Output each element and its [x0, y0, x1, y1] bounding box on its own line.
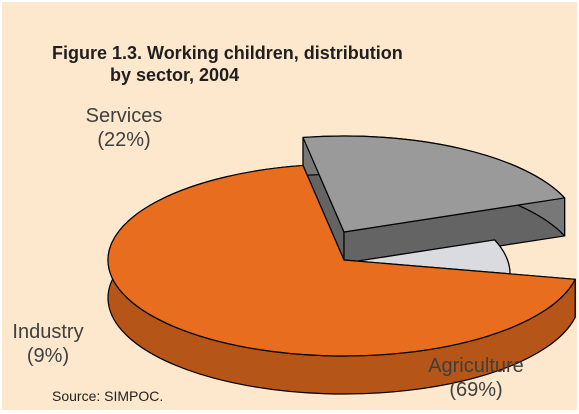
agriculture-label-name: Agriculture — [428, 355, 524, 377]
chart-title-line-2: by sector, 2004 — [110, 65, 240, 85]
services-slice-label: Services (22%) — [72, 104, 176, 152]
chart-title-line-1: Figure 1.3. Working children, distributi… — [52, 43, 403, 63]
industry-label-percent: (9%) — [26, 345, 70, 367]
agriculture-slice — [107, 164, 576, 357]
services-label-percent: (22%) — [97, 129, 151, 151]
services-slice — [302, 135, 566, 233]
industry-label-name: Industry — [12, 321, 84, 343]
agriculture-label-percent: (69%) — [449, 379, 503, 401]
chart-title: Figure 1.3. Working children, distributi… — [52, 42, 512, 86]
agriculture-slice-label: Agriculture (69%) — [416, 354, 536, 402]
industry-slice-label: Industry (9%) — [4, 320, 92, 368]
chart-source: Source: SIMPOC. — [52, 388, 164, 404]
services-label-name: Services — [85, 105, 163, 127]
